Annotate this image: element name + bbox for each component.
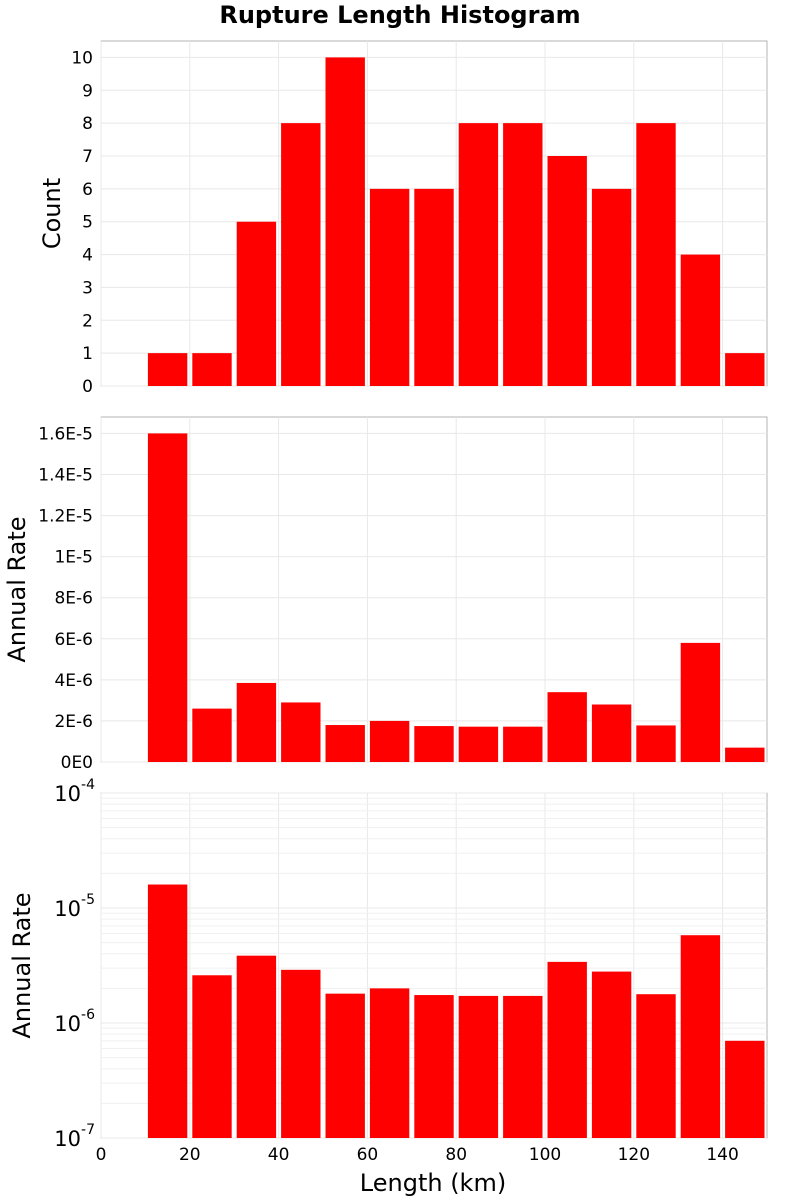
chart-title: Rupture Length Histogram [219, 1, 580, 29]
bar [636, 994, 676, 1138]
chart-panel-1: 0 1 2 3 4 5 6 7 8 9 10 Count [38, 40, 768, 397]
x-tick-label: 80 [445, 1145, 467, 1165]
bar [414, 995, 454, 1138]
bar [369, 720, 410, 762]
x-tick-label: 60 [357, 1145, 379, 1165]
y-axis-label: Annual Rate [8, 892, 36, 1038]
bar [458, 726, 499, 762]
bar [725, 747, 765, 762]
bar [236, 221, 277, 386]
bar [591, 971, 632, 1138]
chart-panel-3: 10-7 10-6 10-5 10-4 Annual Rate 0 20 40 60 80 100 1… [8, 777, 768, 1165]
bar [725, 353, 765, 386]
y-tick-label: 4E-6 [54, 671, 93, 691]
bar [725, 1040, 765, 1138]
bar [680, 935, 721, 1138]
bar [192, 975, 232, 1138]
bar [547, 961, 587, 1138]
bar [325, 725, 365, 762]
bar [147, 884, 188, 1138]
y-tick-label: 7 [82, 147, 93, 167]
bar [680, 254, 721, 386]
y-tick-label: 1E-5 [54, 548, 93, 568]
bar [369, 188, 410, 386]
y-axis-label: Count [38, 178, 66, 249]
x-axis-label: Length (km) [360, 1169, 506, 1197]
y-tick-label: 10-5 [54, 892, 95, 921]
y-tick-label: 10-7 [54, 1122, 95, 1151]
bar [325, 57, 365, 387]
bar [547, 692, 587, 762]
x-tick-label: 20 [179, 1145, 201, 1165]
bar [503, 995, 543, 1138]
bar [325, 993, 365, 1138]
bar [547, 156, 587, 386]
x-tick-label: 40 [268, 1145, 290, 1165]
bar [414, 726, 454, 762]
y-tick-label: 4 [82, 246, 93, 266]
y-tick-label: 3 [82, 278, 93, 298]
bar [192, 353, 232, 386]
bar [192, 708, 232, 762]
y-tick-label: 2E-6 [54, 712, 93, 732]
bar [414, 188, 454, 386]
bar [591, 188, 632, 386]
x-tick-label: 120 [618, 1145, 650, 1165]
bar [636, 725, 676, 762]
y-tick-label: 1.2E-5 [38, 507, 93, 527]
bar [147, 353, 188, 386]
y-axis-label: Annual Rate [3, 516, 31, 662]
y-tick-label: 9 [82, 81, 93, 101]
bar [236, 955, 277, 1138]
y-tick-label: 1 [82, 344, 93, 364]
bar [680, 642, 721, 762]
bar [503, 726, 543, 762]
bar [281, 123, 321, 387]
y-tick-label: 5 [82, 213, 93, 233]
bar [147, 433, 188, 762]
bar [503, 123, 543, 387]
x-tick-label: 140 [706, 1145, 738, 1165]
bar [369, 988, 410, 1138]
y-tick-label: 1.6E-5 [38, 424, 93, 444]
y-tick-label: 8 [82, 114, 93, 134]
y-tick-label: 10 [71, 48, 93, 68]
y-tick-label: 0E0 [61, 753, 93, 773]
bar [458, 123, 499, 387]
bar [281, 969, 321, 1138]
y-tick-label: 10-4 [54, 777, 95, 806]
bar [281, 702, 321, 762]
bar [636, 123, 676, 387]
bar [591, 704, 632, 762]
x-tick-label: 100 [529, 1145, 561, 1165]
x-tick-label: 0 [96, 1145, 107, 1165]
y-tick-label: 10-6 [54, 1007, 95, 1036]
y-tick-label: 8E-6 [54, 589, 93, 609]
y-tick-label: 1.4E-5 [38, 466, 93, 486]
y-tick-label: 2 [82, 311, 93, 331]
y-tick-label: 6E-6 [54, 630, 93, 650]
y-tick-label: 6 [82, 180, 93, 200]
y-tick-label: 0 [82, 377, 93, 397]
bar [236, 682, 277, 762]
chart-panel-2: 0E0 2E-6 4E-6 6E-6 8E-6 1E-5 1.2E-5 1.4E-5 1.6E-… [3, 416, 768, 773]
bar [458, 995, 499, 1138]
